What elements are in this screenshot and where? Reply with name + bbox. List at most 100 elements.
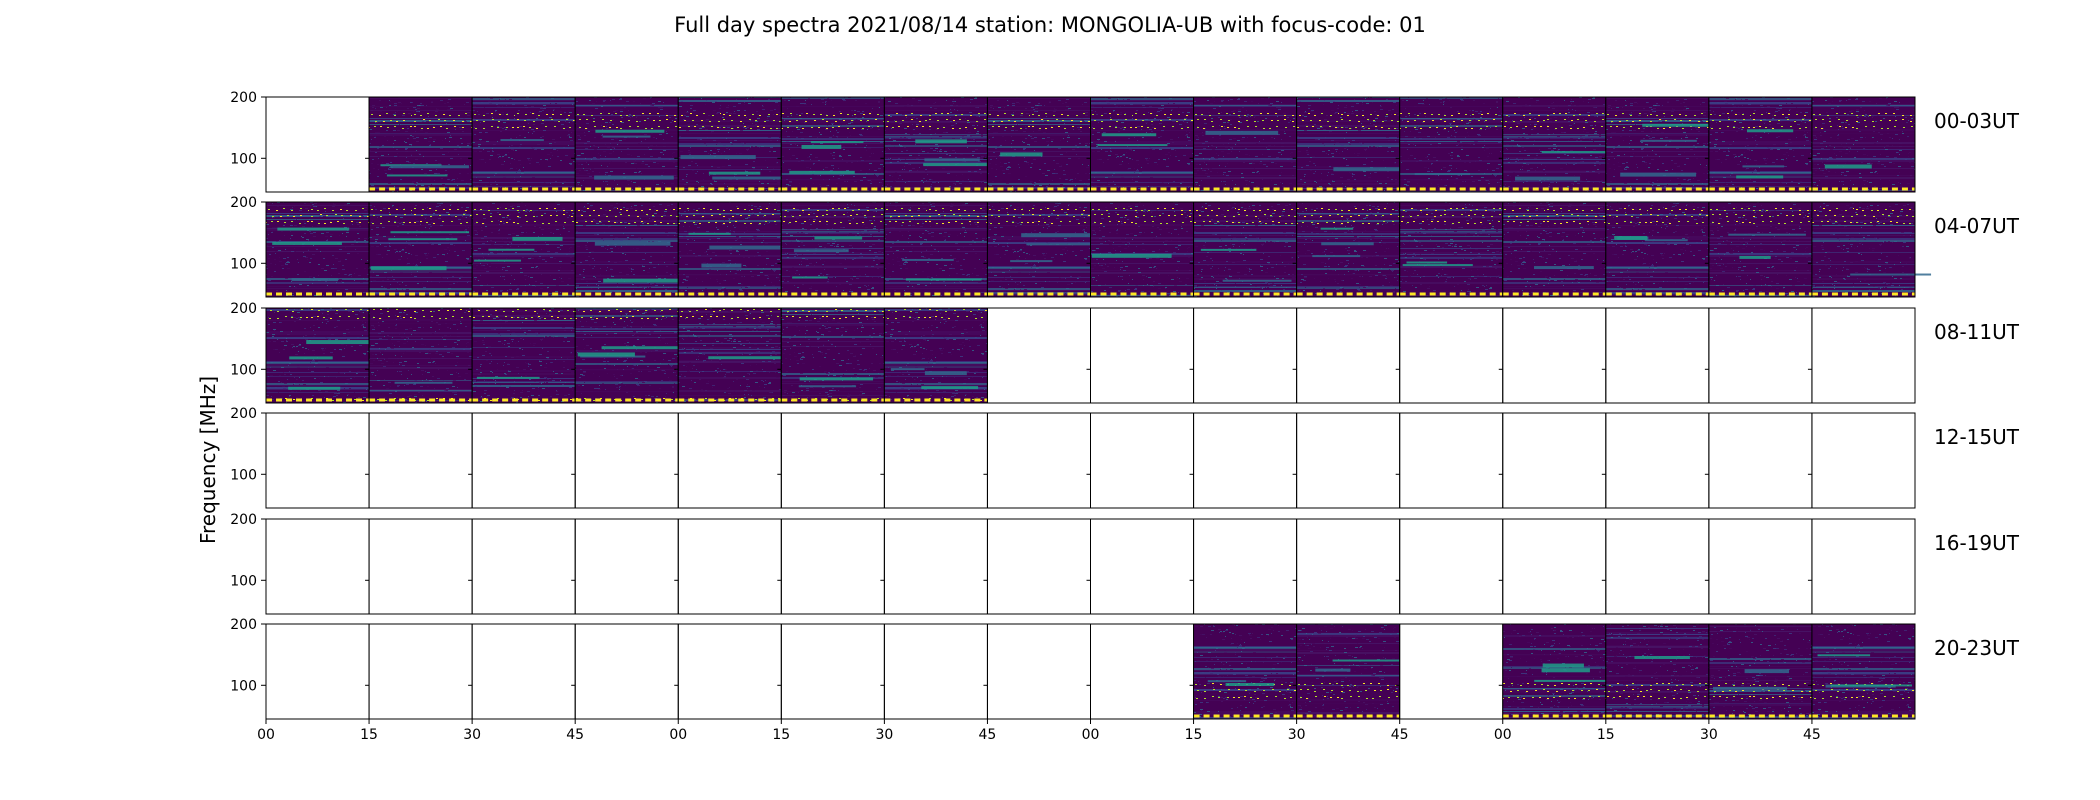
y-tick-label: 100 (230, 467, 257, 483)
panel-frame (1193, 518, 1298, 615)
emission-feature (1026, 243, 1104, 246)
x-tick-label: 15 (772, 727, 790, 743)
emission-feature (272, 241, 342, 245)
emission-feature (1320, 227, 1354, 230)
emission-feature (1402, 264, 1473, 267)
y-tick-label: 100 (230, 256, 257, 272)
y-tick-label: 200 (230, 301, 257, 317)
emission-feature (708, 171, 761, 175)
emission-feature (1746, 129, 1794, 133)
panel-frame (677, 518, 782, 615)
x-tick-label: 30 (875, 727, 893, 743)
x-tick-label: 15 (1597, 727, 1615, 743)
panel-frame (1090, 623, 1195, 720)
emission-feature (902, 258, 954, 261)
panel-frame (1399, 623, 1504, 720)
panel-frame (1296, 412, 1401, 509)
emission-feature (1225, 683, 1275, 687)
emission-feature (680, 155, 756, 160)
emission-feature (1205, 130, 1279, 135)
emission-feature (1515, 176, 1581, 181)
emission-feature (390, 165, 469, 169)
emission-feature (1744, 669, 1790, 674)
panel-frame (1090, 412, 1195, 509)
spectrum-panel (884, 202, 988, 297)
emission-feature (1200, 248, 1257, 251)
emission-feature (577, 352, 635, 357)
spectrum-panel (987, 202, 1091, 297)
panels: 200 100 200 100 200 100 200 100 200 100 200 100 (230, 90, 1932, 720)
emission-feature (1222, 279, 1292, 282)
panel-frame (1399, 307, 1504, 404)
panel-frame (883, 623, 988, 720)
panel-frame (1811, 518, 1916, 615)
spectrum-panel (369, 202, 473, 297)
emission-feature (602, 135, 651, 138)
panel-frame (677, 412, 782, 509)
row-16-19UT: 200 100 (230, 512, 1916, 615)
emission-feature (488, 248, 535, 251)
emission-feature (1640, 139, 1697, 142)
panel-frame (1708, 518, 1813, 615)
x-tick-label: 00 (1082, 727, 1100, 743)
emission-feature (1736, 175, 1784, 179)
x-tick-label: 30 (1288, 727, 1306, 743)
y-tick-label: 100 (230, 362, 257, 378)
x-tick-label: 45 (1391, 727, 1409, 743)
emission-feature (386, 174, 448, 177)
spectrum-panel (1399, 202, 1503, 297)
panel-frame (780, 518, 885, 615)
emission-feature (799, 377, 874, 381)
emission-feature (1830, 684, 1913, 687)
emission-feature (1824, 164, 1872, 169)
emission-feature (701, 263, 742, 268)
row-label: 08-11UT (1934, 320, 2020, 344)
emission-feature (1097, 144, 1168, 147)
emission-feature (1312, 255, 1361, 258)
row-label: 12-15UT (1934, 425, 2020, 449)
emission-feature (709, 245, 781, 250)
emission-feature (789, 170, 855, 174)
emission-feature (1850, 273, 1932, 276)
spectrum-panel (1708, 202, 1812, 297)
emission-feature (512, 236, 563, 241)
emission-feature (306, 340, 384, 345)
panel-frame (471, 518, 576, 615)
emission-feature (924, 371, 967, 376)
emission-feature (1414, 173, 1471, 176)
panel-frame (1811, 307, 1916, 404)
emission-feature (810, 141, 864, 144)
emission-feature (1332, 659, 1400, 662)
panel-frame (368, 412, 473, 509)
panel-frame (265, 96, 370, 193)
panel-frame (883, 412, 988, 509)
spectrum-panel (1811, 97, 1915, 192)
row-20-23UT: 200 100 (230, 617, 1916, 720)
row-label: 20-23UT (1934, 636, 2020, 660)
emission-feature (474, 259, 522, 262)
emission-feature (1091, 253, 1172, 258)
panel-frame (1296, 518, 1401, 615)
emission-feature (380, 164, 442, 167)
panel-frame (1502, 518, 1607, 615)
spectrum-panel (1502, 97, 1606, 192)
panel-frame (1605, 307, 1710, 404)
panel-frame (986, 518, 1091, 615)
emission-feature (1101, 133, 1157, 137)
spectrum-panel (1605, 624, 1709, 719)
emission-feature (1534, 679, 1607, 682)
spectrum-panel (678, 97, 782, 192)
emission-feature (291, 278, 339, 282)
panel-frame (368, 623, 473, 720)
emission-feature (712, 176, 782, 180)
panel-frame (1811, 412, 1916, 509)
spectrum-panel (884, 97, 988, 192)
emission-feature (500, 139, 544, 142)
emission-feature (388, 238, 458, 241)
emission-feature (394, 381, 453, 384)
emission-feature (603, 278, 682, 283)
emission-feature (688, 232, 731, 235)
spectrum-panel (1193, 97, 1297, 192)
x-tick-label: 00 (257, 727, 275, 743)
